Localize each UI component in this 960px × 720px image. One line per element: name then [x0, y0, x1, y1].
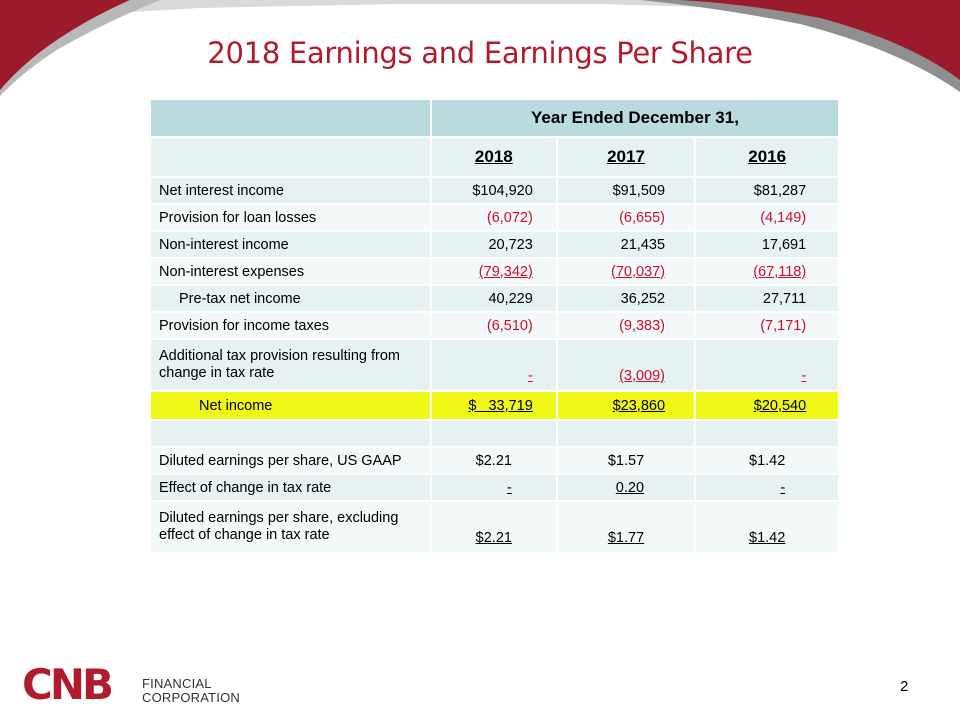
table-row-effect-tax-rate: Effect of change in tax rate - 0.20 -: [149, 473, 840, 502]
value-2016: (7,171): [694, 311, 840, 340]
table-row-net-income: Net income $ 33,719 $23,860 $20,540: [149, 390, 840, 421]
years-row: 2018 2017 2016: [149, 136, 840, 178]
logo-line-financial: FINANCIAL: [142, 676, 212, 691]
value-2017: $91,509: [555, 176, 697, 205]
value-2016: $20,540: [694, 390, 840, 421]
row-label: Diluted earnings per share, US GAAP: [149, 446, 432, 475]
value-2016: 17,691: [694, 230, 840, 259]
row-label: Provision for income taxes: [149, 311, 432, 340]
earnings-table: Year Ended December 31, 2018 2017 2016 N…: [149, 98, 841, 554]
value-2018: $2.21: [429, 500, 558, 554]
value-2018: 40,229: [429, 284, 558, 313]
year-2017: 2017: [555, 136, 697, 178]
cnb-logo-mark: CNB: [22, 663, 112, 705]
value-2017: 0.20: [555, 473, 697, 502]
row-label: Pre-tax net income: [149, 284, 432, 313]
row-label: Non-interest expenses: [149, 257, 432, 286]
value-2018: (79,342): [429, 257, 558, 286]
value-2018: $ 33,719: [429, 390, 558, 421]
value-2016: -: [694, 338, 840, 392]
value-2018: 20,723: [429, 230, 558, 259]
value-2016: (4,149): [694, 203, 840, 232]
top-left-swoosh-red: [0, 0, 130, 90]
value-2018: -: [429, 473, 558, 502]
table-row-pre-tax-net-income: Pre-tax net income 40,229 36,252 27,711: [149, 284, 840, 313]
value-2016: $1.42: [694, 446, 840, 475]
value-2016: $1.42: [694, 500, 840, 554]
table-header-row: Year Ended December 31,: [149, 98, 841, 138]
top-right-swoosh-red: [680, 0, 960, 80]
logo-line-corporation: CORPORATION: [142, 690, 241, 705]
table-row-spacer: [149, 419, 840, 448]
value-2018: -: [429, 338, 558, 392]
header-blank-cell: [149, 98, 432, 138]
value-2018: $104,920: [429, 176, 558, 205]
value-2017: 21,435: [555, 230, 697, 259]
value-2018: $2.21: [429, 446, 558, 475]
value-2017: $23,860: [555, 390, 697, 421]
value-2016: $81,287: [694, 176, 840, 205]
value-2017: (70,037): [555, 257, 697, 286]
cnb-logo: CNB: [22, 663, 115, 705]
row-label: Net income: [149, 390, 432, 421]
value-2018: (6,072): [429, 203, 558, 232]
page-number: 2: [900, 678, 909, 695]
row-label: Net interest income: [149, 176, 432, 205]
period-header: Year Ended December 31,: [429, 98, 841, 138]
row-label: Diluted earnings per share, excluding ef…: [149, 500, 432, 554]
value-2016: (67,118): [694, 257, 840, 286]
table-row-provision-income-taxes: Provision for income taxes (6,510) (9,38…: [149, 311, 840, 340]
table-row-additional-tax-provision: Additional tax provision resulting from …: [149, 338, 840, 392]
logo-wordmark: FINANCIAL CORPORATION: [142, 677, 240, 705]
row-label: Non-interest income: [149, 230, 432, 259]
value-2017: $1.77: [555, 500, 697, 554]
year-2016: 2016: [694, 136, 840, 178]
years-blank-cell: [149, 136, 432, 178]
year-2018: 2018: [429, 136, 558, 178]
value-2017: (3,009): [555, 338, 697, 392]
row-label: Additional tax provision resulting from …: [149, 338, 432, 392]
value-2017: (9,383): [555, 311, 697, 340]
table-row-non-interest-income: Non-interest income 20,723 21,435 17,691: [149, 230, 840, 259]
slide-title: 2018 Earnings and Earnings Per Share: [207, 36, 753, 70]
table-row-provision-loan-losses: Provision for loan losses (6,072) (6,655…: [149, 203, 840, 232]
value-2017: (6,655): [555, 203, 697, 232]
row-label: Provision for loan losses: [149, 203, 432, 232]
value-2016: -: [694, 473, 840, 502]
value-2017: $1.57: [555, 446, 697, 475]
value-2016: 27,711: [694, 284, 840, 313]
value-2017: 36,252: [555, 284, 697, 313]
row-label: Effect of change in tax rate: [149, 473, 432, 502]
table-row-non-interest-expenses: Non-interest expenses (79,342) (70,037) …: [149, 257, 840, 286]
table-row-diluted-eps-gaap: Diluted earnings per share, US GAAP $2.2…: [149, 446, 840, 475]
value-2018: (6,510): [429, 311, 558, 340]
table-row-net-interest-income: Net interest income $104,920 $91,509 $81…: [149, 176, 840, 205]
table-row-diluted-eps-excluding: Diluted earnings per share, excluding ef…: [149, 500, 840, 554]
